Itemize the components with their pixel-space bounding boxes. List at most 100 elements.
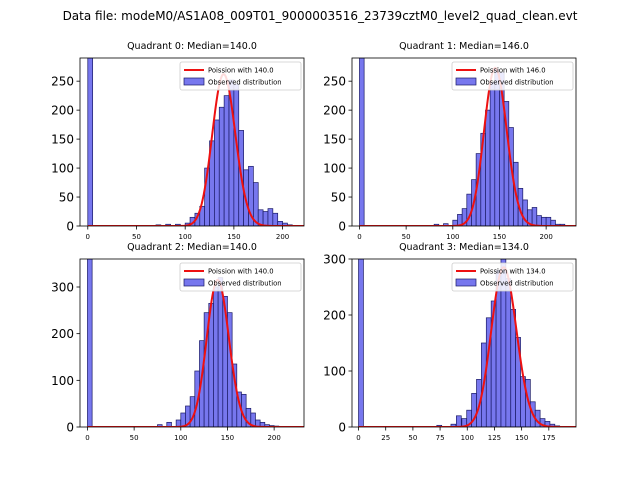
- legend: Poission with 146.0 Observed distribution: [451, 61, 574, 91]
- y-tick-label: 150: [51, 133, 74, 147]
- histogram-bar: [87, 58, 94, 226]
- histogram-bar: [267, 208, 274, 226]
- axes-frame: [351, 258, 577, 428]
- x-tick-label: 25: [381, 434, 390, 442]
- legend-box: [179, 262, 302, 292]
- histogram-bar: [213, 286, 219, 427]
- x-tick-label: 100: [174, 434, 187, 442]
- x-tick-label: 150: [221, 434, 234, 442]
- legend-hist-swatch: [183, 278, 205, 287]
- legend: Poission with 140.0 Observed distribution: [179, 262, 302, 292]
- axes-frame: [79, 258, 305, 428]
- histogram-bar: [262, 211, 269, 226]
- legend-hist-label: Observed distribution: [480, 79, 554, 87]
- legend-hist-label: Observed distribution: [208, 79, 282, 87]
- panel-title: Quadrant 1: Median=146.0: [399, 41, 529, 52]
- histogram-bar: [489, 81, 496, 226]
- legend-box: [451, 61, 574, 91]
- quadrant-panel-1: Quadrant 1: Median=146.0 0 50 100 150 200 0 50 1…: [323, 41, 577, 241]
- x-tick-label: 200: [539, 233, 552, 241]
- histogram-bar: [456, 415, 462, 427]
- histogram-bar: [531, 207, 538, 226]
- y-tick-label: 300: [323, 253, 346, 267]
- x-tick-label: 150: [493, 233, 506, 241]
- y-tick-label: 200: [51, 104, 74, 118]
- y-tick-label: 200: [51, 327, 74, 341]
- legend-box: [179, 61, 302, 91]
- y-tick-label: 0: [338, 421, 346, 435]
- plot-area: [87, 259, 304, 427]
- histogram-bar: [450, 423, 457, 427]
- panel-title: Quadrant 3: Median=134.0: [399, 242, 529, 253]
- y-tick-label: 50: [331, 191, 346, 205]
- x-tick-label: 200: [276, 233, 289, 241]
- legend-box: [451, 262, 574, 292]
- legend: Poission with 134.0 Observed distribution: [451, 262, 574, 292]
- histogram-bar: [87, 259, 93, 427]
- x-tick-label: 150: [515, 434, 528, 442]
- figure-title: Data file: modeM0/AS1A08_009T01_90000035…: [63, 9, 578, 23]
- quadrant-panel-0: Quadrant 0: Median=140.0 0 50 100 150 200 0 50 1…: [51, 41, 305, 241]
- x-tick-label: 0: [86, 233, 90, 241]
- legend-hist-swatch: [183, 77, 205, 86]
- x-tick-label: 50: [402, 233, 411, 241]
- legend-hist-label: Observed distribution: [480, 280, 554, 288]
- histogram-bar: [494, 69, 500, 226]
- quadrant-panel-2: Quadrant 2: Median=140.0 0 50 100 150 200 0 100…: [51, 242, 305, 442]
- axes-frame: [79, 57, 305, 227]
- y-tick-label: 200: [323, 309, 346, 323]
- x-tick-label: 100: [461, 434, 474, 442]
- histogram-bar: [272, 212, 279, 226]
- y-tick-label: 100: [51, 374, 74, 388]
- y-tick-label: 150: [323, 133, 346, 147]
- panel-title: Quadrant 0: Median=140.0: [127, 41, 257, 52]
- poisson-curve: [87, 73, 304, 226]
- x-tick-label: 0: [357, 233, 361, 241]
- poisson-curve: [87, 279, 304, 427]
- x-tick-label: 100: [178, 233, 191, 241]
- y-tick-label: 250: [323, 75, 346, 89]
- y-tick-label: 50: [59, 191, 74, 205]
- y-tick-label: 300: [51, 281, 74, 295]
- x-tick-label: 0: [356, 434, 360, 442]
- poisson-curve: [358, 266, 576, 427]
- panel-title: Quadrant 2: Median=140.0: [127, 242, 257, 253]
- legend-curve-label: Poission with 134.0: [480, 268, 546, 276]
- legend-hist-swatch: [455, 77, 477, 86]
- y-tick-label: 100: [323, 365, 346, 379]
- histogram-bar: [217, 277, 224, 427]
- quadrant-panel-3: Quadrant 3: Median=134.0 0 25 50 75 100 125 150…: [323, 242, 577, 442]
- histogram-bar: [545, 216, 552, 226]
- histogram-bar: [253, 182, 259, 226]
- histogram-bar: [214, 119, 220, 226]
- x-tick-label: 200: [267, 434, 280, 442]
- histogram-bar: [536, 215, 542, 226]
- x-tick-label: 125: [488, 434, 501, 442]
- histogram-bar: [510, 309, 517, 427]
- plot-area: [359, 58, 576, 226]
- histogram-bar: [358, 259, 364, 427]
- x-tick-label: 50: [130, 434, 139, 442]
- y-tick-label: 0: [66, 220, 74, 234]
- legend-curve-label: Poission with 146.0: [480, 67, 546, 75]
- histogram-bar: [218, 106, 225, 226]
- x-tick-label: 0: [85, 434, 89, 442]
- histogram-bar: [359, 58, 365, 226]
- legend-curve-label: Poission with 140.0: [208, 67, 274, 75]
- y-tick-label: 100: [323, 162, 346, 176]
- x-tick-label: 150: [227, 233, 240, 241]
- histogram-bar: [485, 109, 491, 226]
- legend-hist-label: Observed distribution: [208, 280, 282, 288]
- y-tick-label: 200: [323, 104, 346, 118]
- axes-frame: [351, 57, 577, 227]
- y-tick-label: 0: [66, 421, 74, 435]
- x-tick-label: 50: [408, 434, 417, 442]
- histogram-bar: [541, 216, 547, 226]
- y-tick-label: 250: [51, 75, 74, 89]
- histogram-bar: [166, 421, 172, 427]
- x-tick-label: 100: [446, 233, 459, 241]
- legend-curve-label: Poission with 140.0: [208, 268, 274, 276]
- histogram-bar: [505, 278, 512, 427]
- legend-hist-swatch: [455, 278, 477, 287]
